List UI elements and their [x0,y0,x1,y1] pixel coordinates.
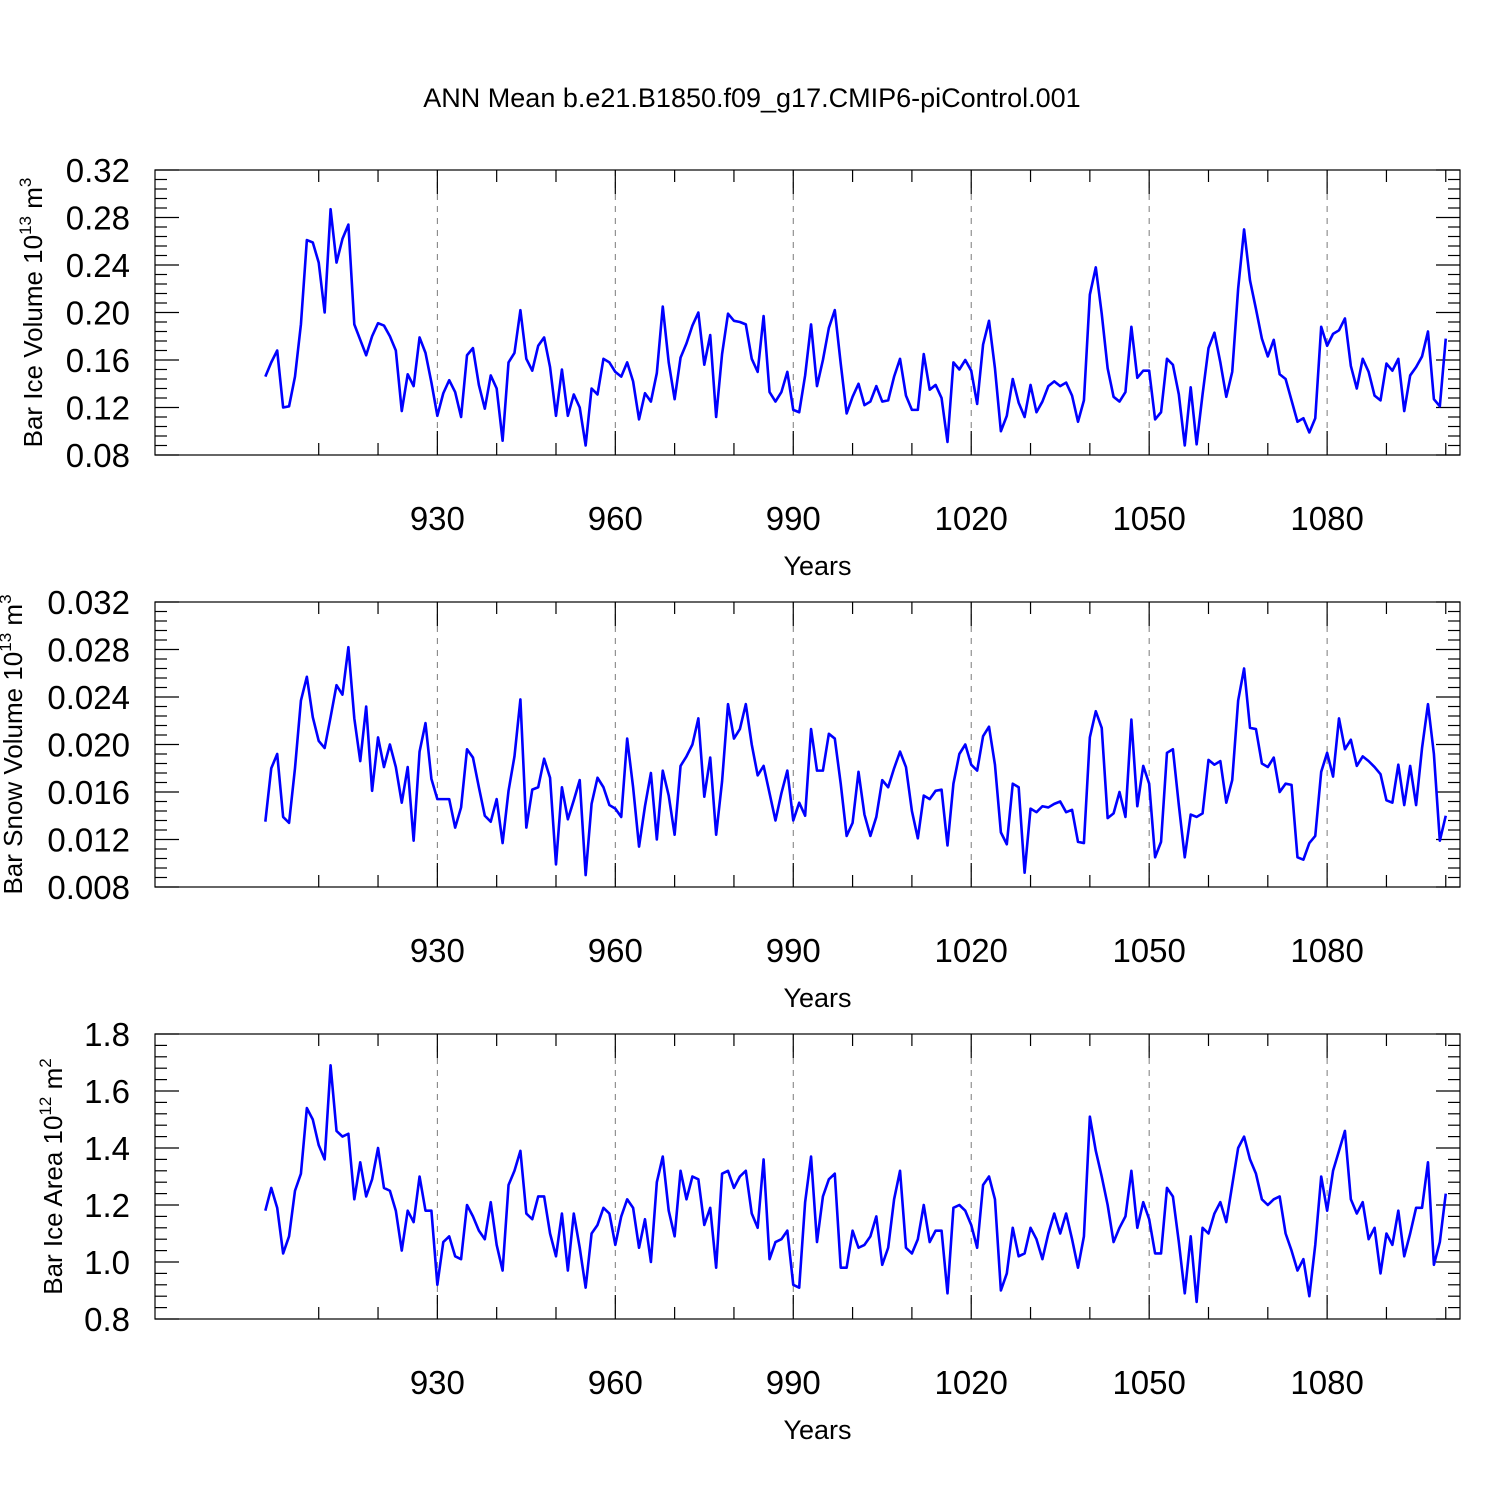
x-tick-label: 960 [588,932,643,969]
y-axis-label-unit: m [18,187,48,216]
x-tick-label: 960 [588,500,643,537]
y-tick-label: 0.024 [47,679,130,716]
x-tick-label: 1020 [935,500,1008,537]
y-axis-label-unit: m [38,1068,68,1097]
y-tick-label: 0.032 [47,584,130,621]
x-axis-label: Years [783,1415,851,1445]
y-tick-label: 0.028 [47,632,130,669]
x-tick-label: 990 [766,500,821,537]
y-axis-label: Bar Ice Area 1012 m2 [36,1058,68,1295]
series-line [264,1064,1448,1304]
y-tick-label: 0.012 [47,822,130,859]
y-tick-label: 0.28 [66,200,130,237]
x-axis-label: Years [783,983,851,1013]
x-axis-label: Years [783,551,851,581]
y-tick-label: 0.24 [66,247,130,284]
chart-title: ANN Mean b.e21.B1850.f09_g17.CMIP6-piCon… [423,83,1080,113]
panel-2: 0.008 0.012 0.016 0.020 0.024 0.028 0.032 930 96… [0,584,1461,1013]
y-tick-label: 0.20 [66,295,130,332]
x-tick-label: 990 [766,1364,821,1401]
y-tick-label: 1.6 [84,1073,130,1110]
plot-frame [154,601,1461,888]
x-tick-label: 930 [410,500,465,537]
x-tick-label: 1050 [1112,1364,1185,1401]
y-axis-label-exponent: 12 [36,1097,55,1116]
y-axis-label: Bar Ice Volume 1013 m3 [16,178,48,448]
x-tick-label: 1050 [1112,500,1185,537]
y-axis-label-unit-exponent: 3 [16,178,35,187]
y-axis-label-exponent: 13 [16,216,35,235]
x-tick-label: 1080 [1290,1364,1363,1401]
x-tick-label: 1080 [1290,500,1363,537]
x-tick-label: 1020 [935,932,1008,969]
y-tick-label: 0.16 [66,342,130,379]
y-axis-label-unit-exponent: 3 [0,594,15,603]
plot-frame [154,1033,1461,1320]
series-line [264,645,1448,877]
y-tick-label: 0.08 [66,437,130,474]
y-axis-label-exponent: 13 [0,633,15,652]
x-tick-label: 930 [410,932,465,969]
y-tick-label: 1.2 [84,1187,130,1224]
y-axis-label-name: Bar Ice Area 10 [38,1116,68,1295]
y-tick-label: 1.0 [84,1244,130,1281]
x-tick-label: 1050 [1112,932,1185,969]
panel-1: 0.08 0.12 0.16 0.20 0.24 0.28 0.32 930 960 990 102… [16,152,1461,581]
x-tick-label: 930 [410,1364,465,1401]
y-tick-label: 1.8 [84,1016,130,1053]
y-tick-label: 0.016 [47,774,130,811]
y-tick-label: 0.008 [47,869,130,906]
x-tick-label: 990 [766,932,821,969]
series-line [264,207,1448,447]
y-tick-label: 0.020 [47,727,130,764]
y-tick-label: 1.4 [84,1130,130,1167]
y-axis-label-name: Bar Ice Volume 10 [18,235,48,447]
x-tick-label: 960 [588,1364,643,1401]
y-tick-label: 0.32 [66,152,130,189]
y-axis-label-unit: m [0,604,28,633]
x-tick-label: 1080 [1290,932,1363,969]
plot-frame [154,169,1461,456]
panel-3: 0.8 1.0 1.2 1.4 1.6 1.8 930 960 990 1020 1050 1080 Y… [36,1016,1461,1445]
y-tick-label: 0.8 [84,1301,130,1338]
y-axis-label: Bar Snow Volume 1013 m3 [0,594,28,894]
y-axis-label-name: Bar Snow Volume 10 [0,652,28,895]
y-tick-label: 0.12 [66,390,130,427]
y-axis-label-unit-exponent: 2 [36,1058,55,1067]
x-tick-label: 1020 [935,1364,1008,1401]
